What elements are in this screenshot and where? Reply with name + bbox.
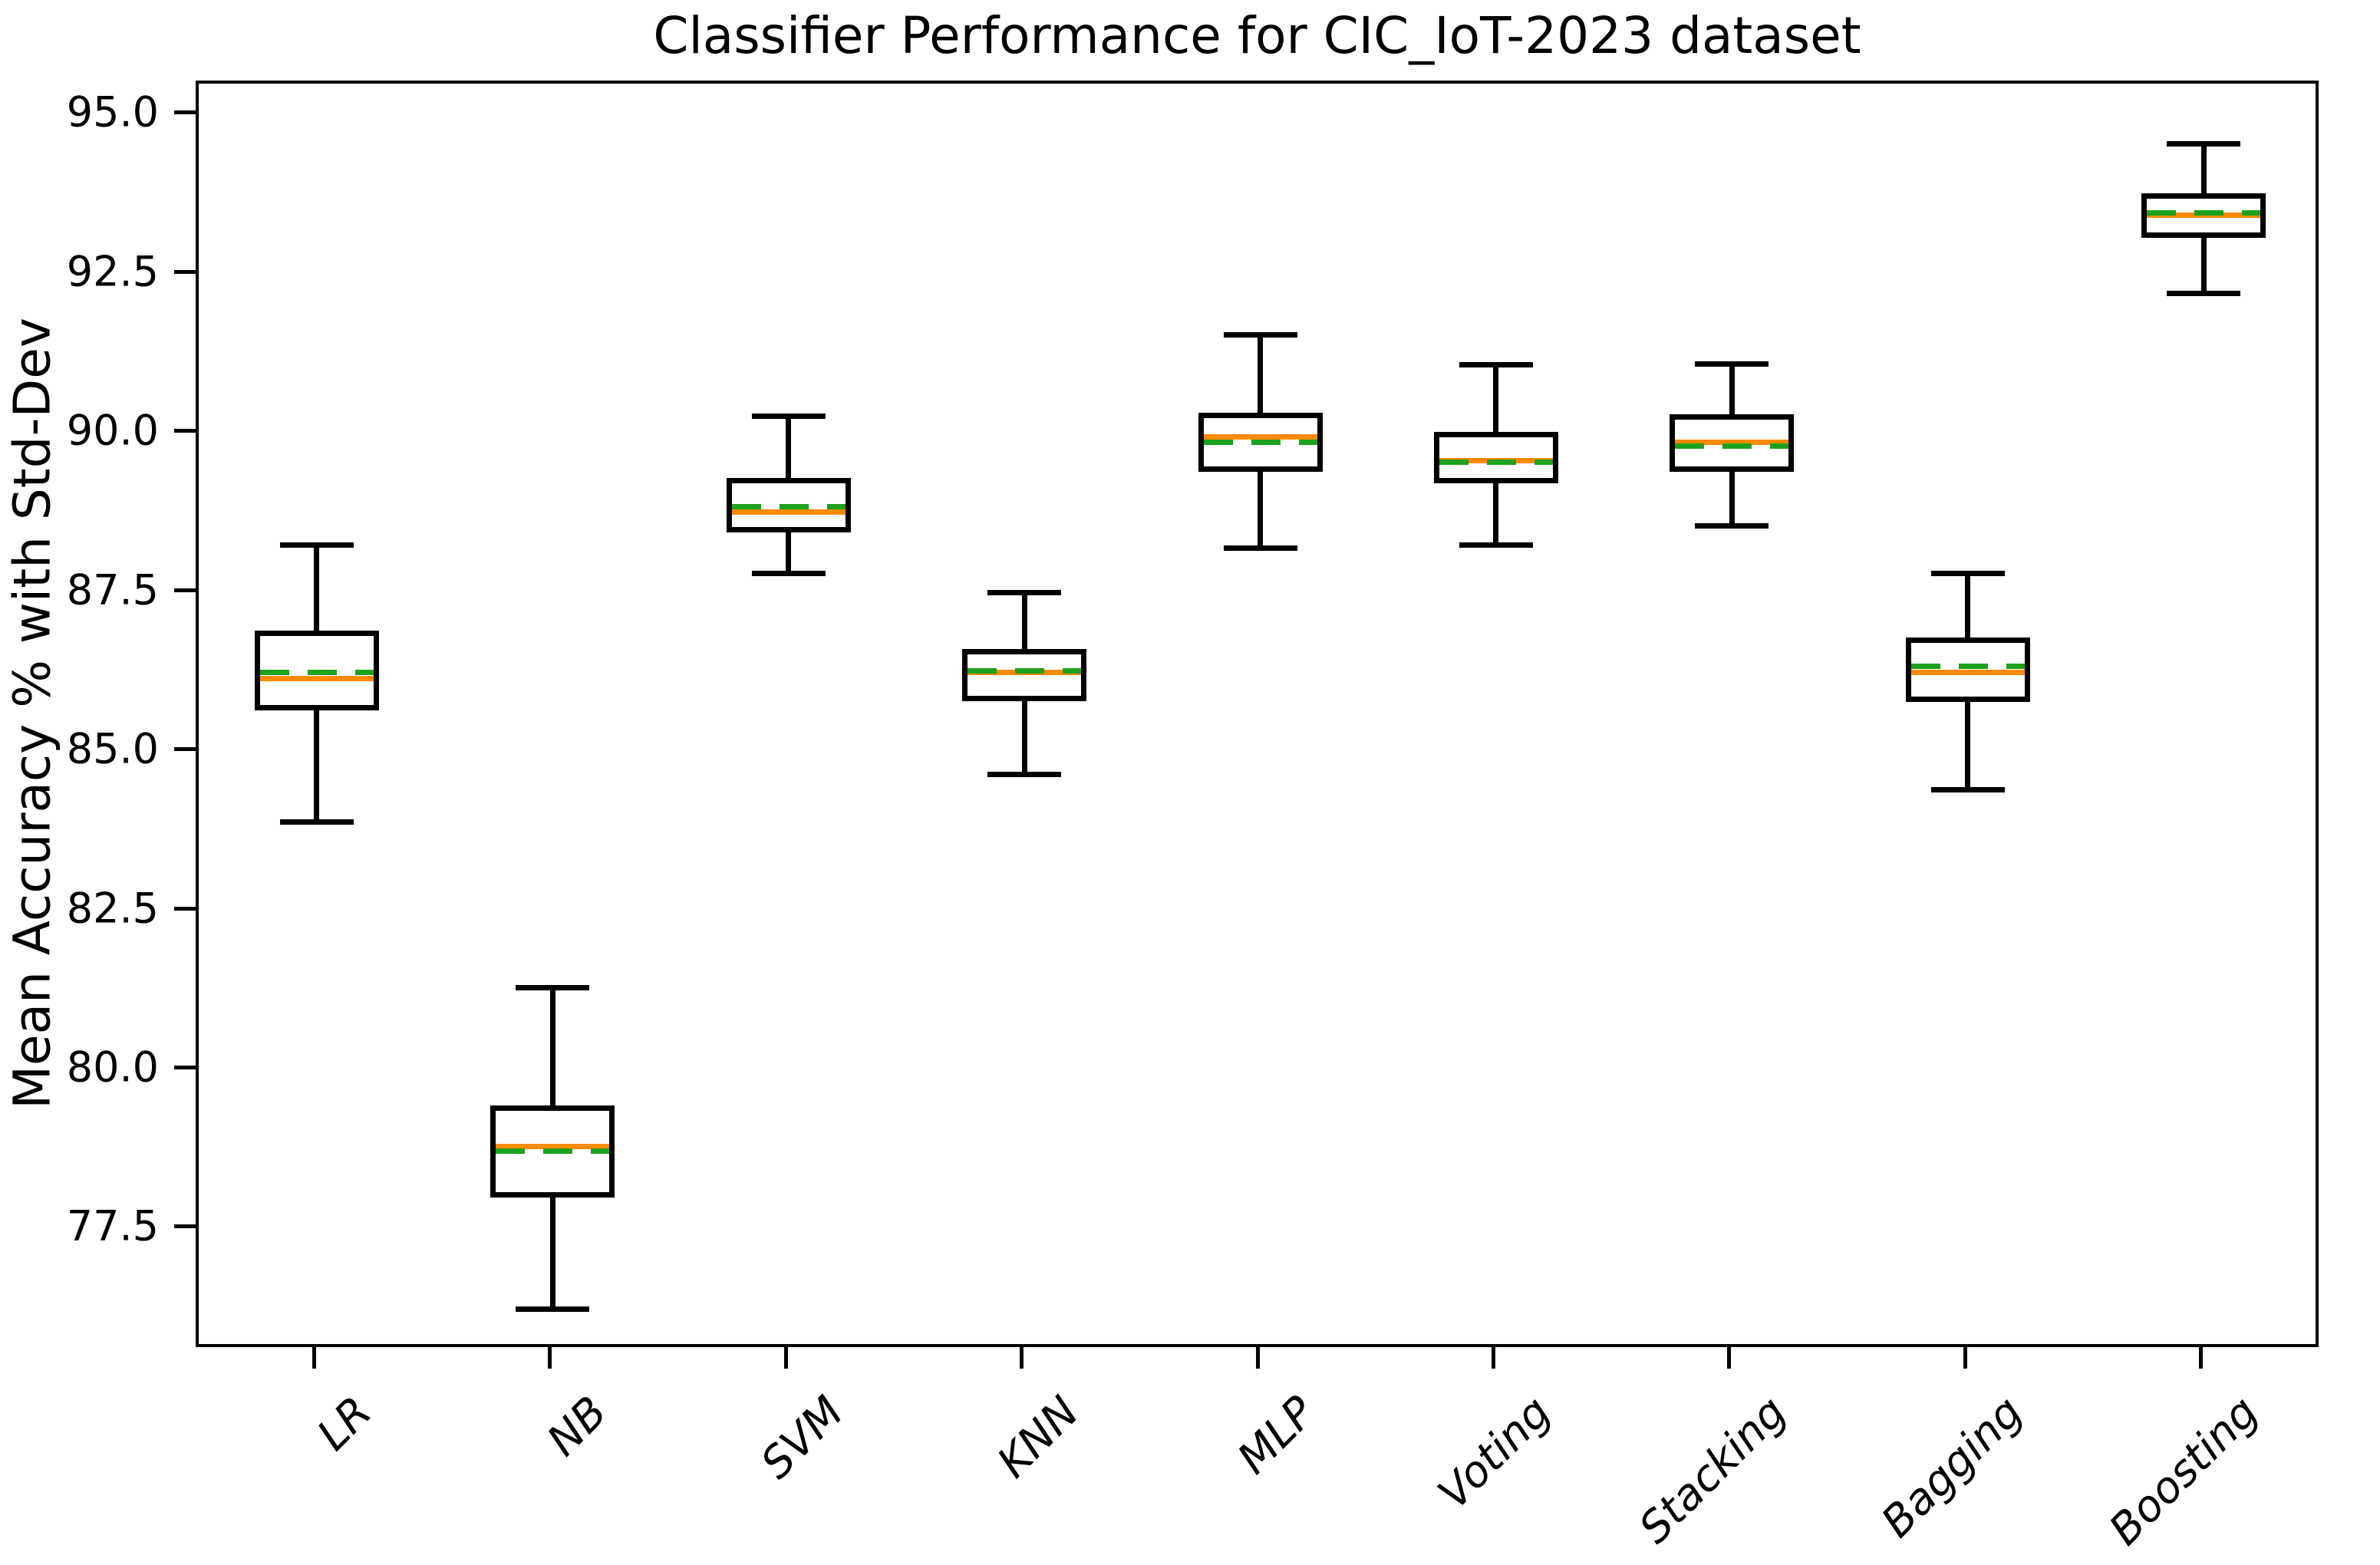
y-tick-mark <box>174 1224 196 1229</box>
whisker-cap-top <box>987 590 1062 596</box>
whisker-cap-top <box>516 984 590 990</box>
mean-line <box>967 668 1082 674</box>
whisker-cap-top <box>1695 361 1769 367</box>
x-tick-label-mlp: MLP <box>1228 1387 1325 1484</box>
median-line <box>1675 439 1789 445</box>
whisker-cap-top <box>1930 571 2005 577</box>
mean-line <box>1910 663 2025 669</box>
whisker-cap-bottom <box>279 819 354 825</box>
y-tick-label: 82.5 <box>66 884 159 933</box>
x-tick-label-stacking: Stacking <box>1630 1387 1797 1553</box>
x-tick-label-voting: Voting <box>1429 1387 1561 1519</box>
x-tick-mark <box>1727 1347 1732 1369</box>
whisker-cap-bottom <box>751 571 826 577</box>
iqr-box <box>1433 431 1558 483</box>
mean-line <box>2147 209 2261 216</box>
x-tick-mark <box>1255 1347 1260 1369</box>
y-tick-label: 77.5 <box>66 1201 159 1250</box>
mean-line <box>259 669 374 675</box>
whisker-cap-top <box>1223 332 1297 338</box>
x-tick-mark <box>312 1347 316 1369</box>
chart-title: Classifier Performance for CIC_IoT-2023 … <box>653 6 1861 65</box>
whisker-cap-bottom <box>1459 542 1533 548</box>
y-tick-label: 80.0 <box>66 1043 159 1092</box>
whisker-cap-top <box>1459 362 1533 368</box>
y-tick-label: 95.0 <box>66 87 159 137</box>
mean-line <box>1439 460 1553 466</box>
whisker-cap-top <box>2167 141 2241 147</box>
x-tick-label-knn: KNN <box>987 1387 1089 1488</box>
whisker-cap-top <box>751 413 826 420</box>
median-line <box>259 676 374 682</box>
y-tick-mark <box>174 1065 196 1069</box>
whisker-cap-bottom <box>1930 787 2005 793</box>
y-tick-label: 85.0 <box>66 724 159 773</box>
x-tick-mark <box>2199 1347 2204 1369</box>
y-tick-mark <box>174 588 196 592</box>
median-line <box>1910 669 2025 675</box>
x-tick-label-bagging: Bagging <box>1871 1387 2032 1547</box>
x-tick-mark <box>1491 1347 1495 1369</box>
mean-line <box>496 1148 610 1154</box>
x-tick-mark <box>1020 1347 1024 1369</box>
whisker-cap-bottom <box>516 1306 590 1312</box>
y-tick-mark <box>174 906 196 911</box>
whisker-cap-bottom <box>1223 545 1297 552</box>
y-tick-mark <box>174 747 196 752</box>
plot-area <box>196 81 2319 1347</box>
y-tick-label: 92.5 <box>66 247 159 296</box>
whisker-cap-top <box>279 542 354 548</box>
x-tick-label-lr: LR <box>308 1387 381 1461</box>
median-line <box>731 509 846 515</box>
x-tick-label-nb: NB <box>538 1387 618 1466</box>
x-tick-label-svm: SVM <box>751 1387 853 1489</box>
y-tick-mark <box>174 110 196 115</box>
median-line <box>1203 433 1317 440</box>
whisker-cap-bottom <box>987 771 1062 777</box>
y-tick-mark <box>174 429 196 433</box>
mean-line <box>1675 443 1789 450</box>
mean-line <box>1203 439 1317 445</box>
median-line <box>496 1144 610 1149</box>
x-tick-mark <box>548 1347 552 1369</box>
whisker-cap-bottom <box>1695 523 1769 529</box>
x-tick-label-boosting: Boosting <box>2100 1387 2269 1555</box>
y-tick-mark <box>174 269 196 274</box>
mean-line <box>731 504 846 510</box>
x-tick-mark <box>783 1347 788 1369</box>
x-tick-mark <box>1963 1347 1967 1369</box>
y-tick-label: 90.0 <box>66 406 159 455</box>
whisker-cap-bottom <box>2167 291 2241 297</box>
y-tick-label: 87.5 <box>66 565 159 614</box>
